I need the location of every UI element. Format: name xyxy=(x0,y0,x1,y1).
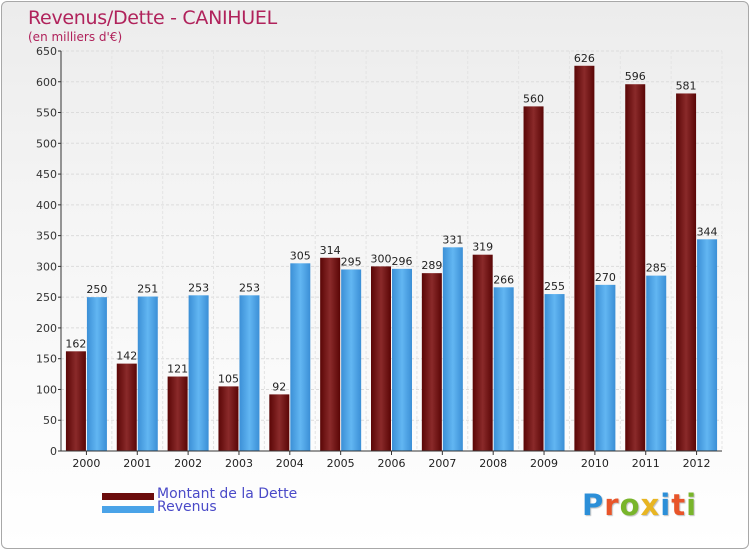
data-label-revenus: 253 xyxy=(188,281,209,294)
y-tick-label: 650 xyxy=(36,45,57,58)
data-label-dette: 626 xyxy=(574,52,595,65)
bar-revenus xyxy=(493,287,514,451)
bar-dette xyxy=(523,106,544,451)
bar-dette xyxy=(269,394,290,451)
data-label-dette: 581 xyxy=(676,79,697,92)
x-tick-label: 2004 xyxy=(276,457,304,470)
legend-label-dette: Montant de la Dette xyxy=(157,486,298,502)
data-label-dette: 162 xyxy=(65,337,86,350)
data-label-revenus: 296 xyxy=(392,255,413,268)
y-tick-label: 0 xyxy=(50,445,57,458)
data-label-revenus: 270 xyxy=(595,271,616,284)
x-tick-label: 2000 xyxy=(72,457,100,470)
y-tick-label: 250 xyxy=(36,291,57,304)
y-tick-label: 100 xyxy=(36,383,57,396)
bar-revenus xyxy=(442,247,463,451)
x-tick-label: 2002 xyxy=(174,457,202,470)
bar-dette xyxy=(574,65,595,451)
y-tick-label: 500 xyxy=(36,137,57,150)
y-tick-label: 600 xyxy=(36,76,57,89)
y-tick-label: 50 xyxy=(43,414,57,427)
data-label-dette: 560 xyxy=(523,92,544,105)
legend-label-revenus: Revenus xyxy=(157,499,217,515)
chart-subtitle: (en milliers d'€) xyxy=(28,30,123,44)
bar-dette xyxy=(65,351,86,451)
data-label-dette: 319 xyxy=(472,241,493,254)
bar-dette xyxy=(167,376,188,451)
bar-dette xyxy=(320,257,341,451)
data-label-dette: 121 xyxy=(167,363,188,376)
bar-revenus xyxy=(188,295,209,451)
bar-dette xyxy=(625,84,646,451)
data-label-revenus: 253 xyxy=(239,281,260,294)
bar-dette xyxy=(218,386,239,451)
bar-revenus xyxy=(239,295,260,451)
y-tick-label: 150 xyxy=(36,353,57,366)
x-tick-label: 2010 xyxy=(581,457,609,470)
bar-dette xyxy=(421,273,442,451)
data-label-dette: 596 xyxy=(625,70,646,83)
bar-dette xyxy=(116,363,137,451)
bar-revenus xyxy=(544,294,565,451)
y-tick-label: 350 xyxy=(36,230,57,243)
data-label-dette: 289 xyxy=(421,259,442,272)
bar-dette xyxy=(676,93,697,451)
y-tick-label: 550 xyxy=(36,107,57,120)
data-label-revenus: 305 xyxy=(290,249,311,262)
data-label-revenus: 344 xyxy=(697,225,718,238)
x-tick-label: 2009 xyxy=(530,457,558,470)
y-tick-label: 400 xyxy=(36,199,57,212)
x-tick-label: 2001 xyxy=(123,457,151,470)
bar-revenus xyxy=(595,284,616,451)
bar-dette xyxy=(472,254,493,451)
data-label-revenus: 331 xyxy=(442,233,463,246)
chart-title: Revenus/Dette - CANIHUEL xyxy=(28,7,277,29)
bar-revenus xyxy=(341,269,362,451)
data-label-revenus: 250 xyxy=(86,283,107,296)
data-label-dette: 142 xyxy=(116,350,137,363)
x-tick-label: 2007 xyxy=(428,457,456,470)
bar-revenus xyxy=(290,263,311,451)
bar-dette xyxy=(371,266,391,451)
bar-revenus xyxy=(86,297,107,451)
data-label-revenus: 285 xyxy=(646,262,667,275)
bar-revenus xyxy=(137,296,158,451)
y-tick-label: 450 xyxy=(36,168,57,181)
data-label-revenus: 266 xyxy=(493,273,514,286)
data-label-revenus: 251 xyxy=(137,283,158,296)
data-label-revenus: 295 xyxy=(341,255,362,268)
y-tick-label: 300 xyxy=(36,260,57,273)
x-tick-label: 2003 xyxy=(225,457,253,470)
x-tick-label: 2012 xyxy=(683,457,711,470)
data-label-dette: 105 xyxy=(218,372,239,385)
proxiti-logo: Proxiti xyxy=(582,488,698,522)
data-label-revenus: 255 xyxy=(544,280,565,293)
bar-revenus xyxy=(392,268,412,451)
y-tick-label: 200 xyxy=(36,322,57,335)
x-tick-label: 2011 xyxy=(632,457,660,470)
bar-revenus xyxy=(697,239,718,451)
legend-swatch-revenus xyxy=(102,506,154,513)
data-label-dette: 92 xyxy=(272,380,286,393)
x-tick-label: 2006 xyxy=(378,457,406,470)
data-label-dette: 314 xyxy=(320,244,341,257)
legend-swatch-dette xyxy=(102,493,154,500)
x-tick-label: 2005 xyxy=(327,457,355,470)
bar-revenus xyxy=(646,275,667,451)
data-label-dette: 300 xyxy=(371,252,392,265)
x-tick-label: 2008 xyxy=(479,457,507,470)
